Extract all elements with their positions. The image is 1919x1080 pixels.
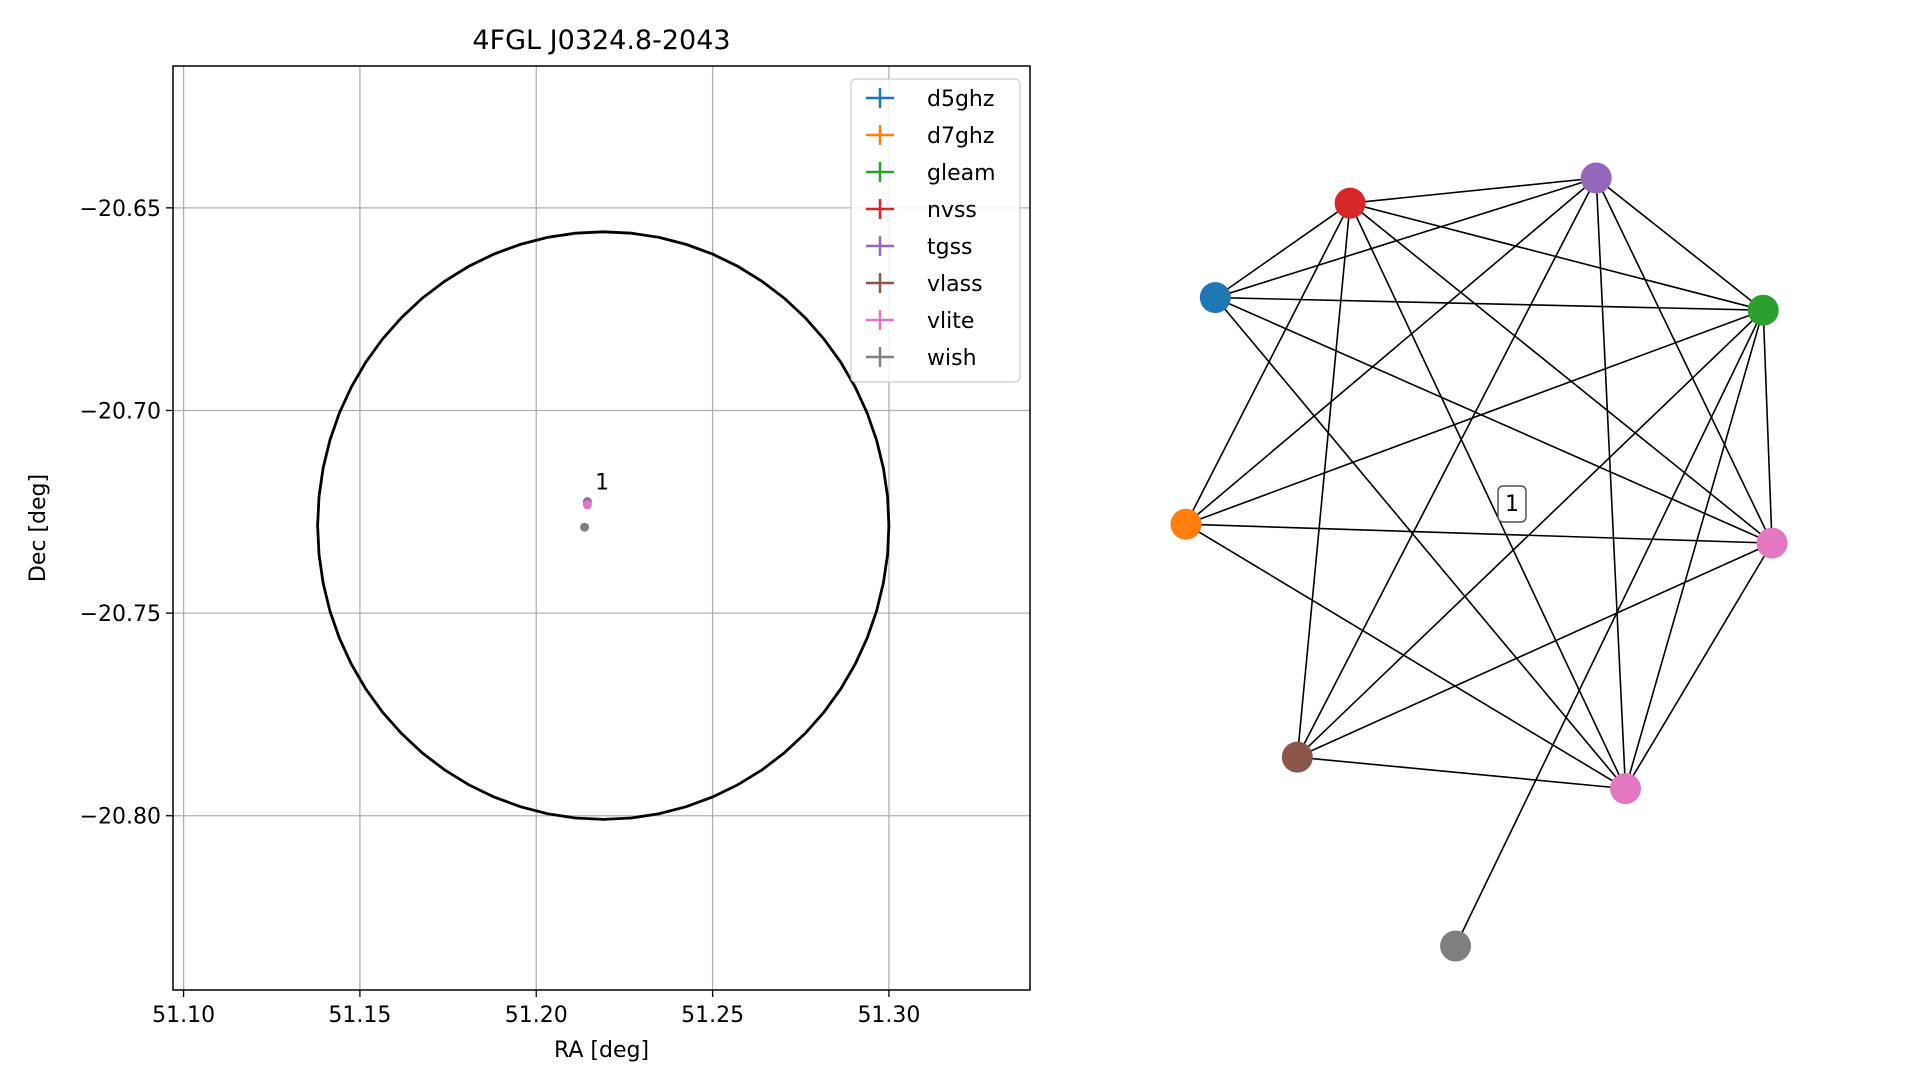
edge-nvss-d7ghz xyxy=(1185,202,1351,525)
edge-vlass-vlite_b xyxy=(1297,756,1626,790)
edge-gleam-vlite_b xyxy=(1624,309,1764,789)
node-wish xyxy=(1440,930,1472,962)
edge-nvss-d5ghz xyxy=(1214,202,1351,299)
node-d7ghz xyxy=(1170,508,1202,540)
x-tick-label: 51.15 xyxy=(328,1003,391,1028)
y-tick-label: −20.80 xyxy=(80,805,161,830)
edge-vlite_a-vlite_b xyxy=(1624,542,1773,790)
edge-tgss-vlite_a xyxy=(1595,177,1773,544)
edge-gleam-d7ghz xyxy=(1185,309,1764,525)
cluster-label-box xyxy=(1497,485,1527,523)
node-vlite_a xyxy=(1756,527,1788,559)
cluster-label-text: 1 xyxy=(1505,492,1519,517)
graph-nodes xyxy=(1170,162,1788,962)
search-circle-outline xyxy=(316,230,891,821)
legend: d5ghz d7ghz gleam nvss tgss vlass vlite wish xyxy=(850,78,1021,383)
node-gleam xyxy=(1747,294,1779,326)
legend-item-nvss: nvss xyxy=(866,198,977,223)
edge-d7ghz-vlite_a xyxy=(1185,523,1773,544)
point-wish xyxy=(580,522,590,532)
edge-tgss-vlite_b xyxy=(1595,177,1627,789)
x-tick-label: 51.25 xyxy=(681,1003,744,1028)
sky-plot: 1 51.10 51.15 51.20 51.25 51.30 −20.65 −20.70 −… xyxy=(26,25,1031,1063)
x-tick-label: 51.10 xyxy=(152,1003,215,1028)
plot-frame xyxy=(172,65,1031,991)
legend-label-wish: wish xyxy=(927,346,977,371)
source-annotation: 1 xyxy=(595,471,609,496)
legend-label-d5ghz: d5ghz xyxy=(927,87,994,112)
edge-nvss-vlass xyxy=(1296,203,1351,758)
edge-d5ghz-vlite_b xyxy=(1214,297,1627,790)
edge-vlite_a-vlass xyxy=(1297,542,1773,758)
y-tick-label: −20.70 xyxy=(80,399,161,424)
point-vlite xyxy=(582,500,592,510)
x-axis-label: RA [deg] xyxy=(554,1038,649,1063)
legend-label-vlite: vlite xyxy=(927,309,974,334)
legend-label-tgss: tgss xyxy=(927,235,973,260)
grid xyxy=(173,66,1030,990)
legend-label-d7ghz: d7ghz xyxy=(927,124,994,149)
legend-item-vlite: vlite xyxy=(866,309,974,334)
edge-tgss-d7ghz xyxy=(1185,177,1597,525)
network-graph: 1 xyxy=(1170,162,1788,962)
y-tick-label: −20.75 xyxy=(80,602,161,627)
legend-item-d7ghz: d7ghz xyxy=(866,124,994,149)
search-circle xyxy=(316,230,891,821)
data-points xyxy=(580,497,592,532)
cluster-label: 1 xyxy=(1497,485,1527,523)
legend-label-gleam: gleam xyxy=(927,161,996,186)
node-tgss xyxy=(1580,162,1612,194)
legend-item-tgss: tgss xyxy=(866,235,973,260)
edge-gleam-vlass xyxy=(1296,309,1764,758)
edge-d7ghz-vlite_b xyxy=(1185,523,1626,790)
edge-d5ghz-vlite_a xyxy=(1214,296,1773,544)
legend-item-d5ghz: d5ghz xyxy=(866,87,994,112)
chart-title: 4FGL J0324.8-2043 xyxy=(472,25,730,56)
edge-tgss-d5ghz xyxy=(1215,177,1597,299)
x-tick-label: 51.20 xyxy=(505,1003,568,1028)
axis-ticks: 51.10 51.15 51.20 51.25 51.30 −20.65 −20.70 −20… xyxy=(80,197,921,1028)
legend-items: d5ghz d7ghz gleam nvss tgss vlass vlite wish xyxy=(866,87,996,371)
edge-gleam-wish xyxy=(1454,309,1764,947)
node-vlite_b xyxy=(1610,773,1641,805)
y-axis-label: Dec [deg] xyxy=(26,474,51,582)
edge-tgss-vlass xyxy=(1296,177,1597,758)
graph-edges xyxy=(1185,177,1773,947)
legend-item-vlass: vlass xyxy=(866,272,983,297)
x-tick-label: 51.30 xyxy=(857,1003,920,1028)
edge-tgss-gleam xyxy=(1595,177,1764,311)
edge-nvss-vlite_a xyxy=(1349,202,1773,544)
legend-item-wish: wish xyxy=(866,346,977,371)
edge-gleam-vlite_a xyxy=(1762,310,1773,544)
node-nvss xyxy=(1334,187,1366,219)
legend-item-gleam: gleam xyxy=(866,161,996,186)
edge-nvss-tgss xyxy=(1349,177,1597,204)
legend-box xyxy=(850,78,1021,383)
y-tick-label: −20.65 xyxy=(80,197,161,222)
node-vlass xyxy=(1281,741,1313,773)
legend-label-vlass: vlass xyxy=(927,272,983,297)
node-d5ghz xyxy=(1199,282,1231,314)
edge-d5ghz-gleam xyxy=(1215,296,1764,311)
legend-label-nvss: nvss xyxy=(927,198,977,223)
edge-nvss-gleam xyxy=(1349,202,1764,311)
